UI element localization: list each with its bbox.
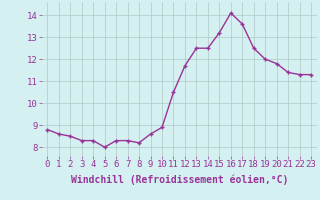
X-axis label: Windchill (Refroidissement éolien,°C): Windchill (Refroidissement éolien,°C) xyxy=(70,175,288,185)
